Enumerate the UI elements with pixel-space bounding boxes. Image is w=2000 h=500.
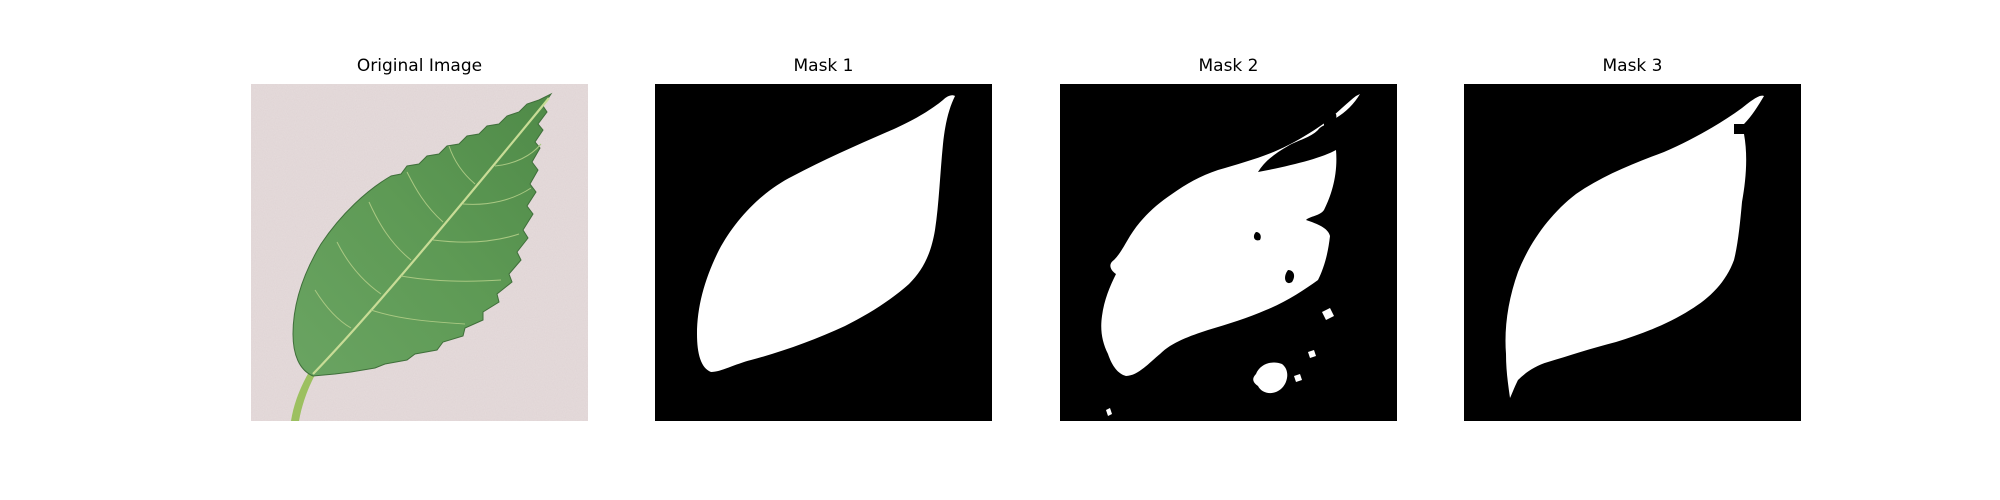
mask-speckle xyxy=(1322,308,1334,320)
mask-2-panel: Mask 2 xyxy=(1060,56,1397,421)
mask-foreground xyxy=(1505,95,1764,398)
mask-speckle xyxy=(1304,238,1314,248)
mask-foreground xyxy=(1101,94,1360,376)
panel-title-mask-2: Mask 2 xyxy=(1198,56,1259,76)
leaf-vein xyxy=(370,309,466,325)
mask-hole xyxy=(1285,270,1295,284)
mask-1-image xyxy=(655,84,992,421)
mask-foreground xyxy=(697,95,955,372)
mask-speckle xyxy=(1320,184,1328,194)
leaf-midrib xyxy=(312,97,550,375)
panel-title-mask-3: Mask 3 xyxy=(1602,56,1663,76)
mask-2-image xyxy=(1060,84,1397,421)
leaf-vein xyxy=(494,143,542,167)
leaf-vein xyxy=(336,241,382,295)
mask-1-panel: Mask 1 xyxy=(655,56,992,421)
leaf-vein xyxy=(432,233,520,243)
leaf-vein xyxy=(406,171,444,223)
leaf-vein xyxy=(462,187,532,205)
mask-hole xyxy=(1253,232,1261,241)
leaf-vein xyxy=(448,145,476,185)
mask-3-panel: Mask 3 xyxy=(1464,56,1801,421)
leaf-vein xyxy=(368,201,412,261)
mask-hole xyxy=(1323,112,1337,130)
leaf-photo xyxy=(251,84,588,421)
panel-title-original-image: Original Image xyxy=(356,56,483,76)
panel-title-mask-1: Mask 1 xyxy=(793,56,854,76)
leaf-vein xyxy=(400,275,502,282)
mask-speckle xyxy=(1308,350,1316,358)
mask-speckle xyxy=(1106,408,1112,416)
mask-speckle xyxy=(1294,374,1302,382)
mask-blob xyxy=(1253,362,1288,394)
leaf-blade xyxy=(292,92,553,377)
original-image-panel: Original Image xyxy=(251,56,588,421)
leaf-stem xyxy=(291,372,315,421)
leaf-vein xyxy=(314,289,352,329)
mask-3-image xyxy=(1464,84,1801,421)
